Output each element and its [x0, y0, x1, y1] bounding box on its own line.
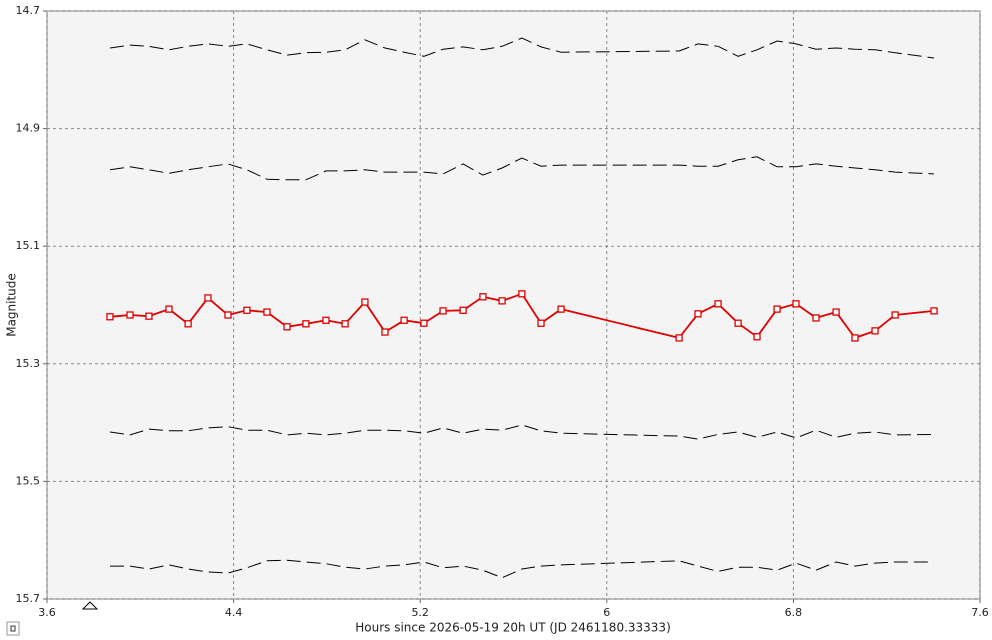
x-tick-label: 4.4: [225, 606, 243, 619]
point-marker: [498, 297, 506, 305]
point-marker: [753, 333, 761, 341]
point-marker: [675, 334, 683, 342]
point-marker: [479, 293, 487, 301]
point-marker: [832, 308, 840, 316]
x-tick-label: 3.6: [38, 606, 56, 619]
point-marker: [184, 320, 192, 328]
point-marker: [283, 323, 291, 331]
point-marker: [930, 307, 938, 315]
point-marker: [891, 311, 899, 319]
point-marker: [400, 316, 408, 324]
y-tick-label: 15.1: [16, 239, 41, 252]
point-marker: [243, 306, 251, 314]
marks: [106, 37, 938, 579]
y-tick-label: 14.7: [16, 4, 41, 17]
point-marker: [106, 313, 114, 321]
point-marker: [224, 311, 232, 319]
point-marker: [204, 294, 212, 302]
y-tick-label: 15.5: [16, 474, 41, 487]
point-marker: [792, 300, 800, 308]
point-marker: [420, 319, 428, 327]
point-marker: [145, 312, 153, 320]
x-tick-label: 6: [603, 606, 610, 619]
grid: [43, 10, 981, 603]
point-marker: [694, 310, 702, 318]
point-marker: [773, 305, 781, 313]
time-marker: [81, 601, 99, 610]
point-marker: [381, 328, 389, 336]
y-tick-label: 15.3: [16, 357, 41, 370]
point-marker: [165, 305, 173, 313]
series-line: [109, 37, 935, 59]
point-marker: [302, 320, 310, 328]
point-marker: [714, 300, 722, 308]
x-axis-label: Hours since 2026-05-19 20h UT (JD 246118…: [355, 621, 671, 635]
point-marker: [341, 320, 349, 328]
point-marker: [871, 327, 879, 335]
point-marker: [812, 314, 820, 322]
point-marker: [459, 306, 467, 314]
x-tick-label: 5.2: [411, 606, 429, 619]
y-tick-label: 14.9: [16, 122, 41, 135]
corner-button[interactable]: [6, 621, 20, 636]
point-marker: [734, 319, 742, 327]
point-marker: [263, 308, 271, 316]
point-marker: [537, 319, 545, 327]
series-line: [109, 156, 935, 181]
y-axis-label: Magnitude: [5, 273, 19, 337]
point-marker: [518, 290, 526, 298]
x-tick-label: 6.8: [785, 606, 803, 619]
plot-area: [46, 10, 981, 600]
point-marker: [322, 316, 330, 324]
point-marker: [361, 298, 369, 306]
y-tick-label: 15.7: [16, 592, 41, 605]
corner-icon: [10, 625, 16, 632]
point-marker: [439, 307, 447, 315]
point-marker: [851, 334, 859, 342]
point-marker: [557, 305, 565, 313]
point-marker: [126, 311, 134, 319]
x-tick-label: 7.6: [971, 606, 989, 619]
